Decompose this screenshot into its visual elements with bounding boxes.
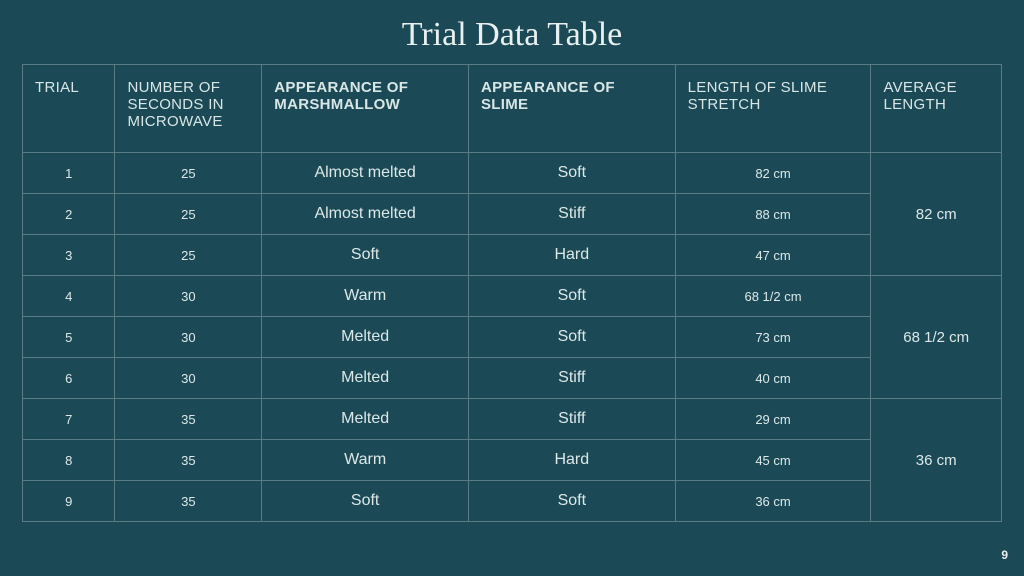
cell-average: 68 1/2 cm (871, 276, 1002, 399)
cell-length: 29 cm (675, 399, 871, 440)
cell-slime: Hard (468, 235, 675, 276)
table-container: TRIAL NUMBER OF SECONDS IN MICROWAVE APP… (0, 64, 1024, 522)
cell-trial: 2 (23, 194, 115, 235)
table-row: 630MeltedStiff40 cm (23, 358, 1002, 399)
cell-trial: 1 (23, 153, 115, 194)
cell-slime: Stiff (468, 194, 675, 235)
cell-length: 68 1/2 cm (675, 276, 871, 317)
cell-trial: 9 (23, 481, 115, 522)
cell-average: 82 cm (871, 153, 1002, 276)
cell-marshmallow: Almost melted (262, 194, 469, 235)
cell-seconds: 35 (115, 481, 262, 522)
cell-trial: 4 (23, 276, 115, 317)
cell-length: 36 cm (675, 481, 871, 522)
cell-marshmallow: Warm (262, 440, 469, 481)
cell-seconds: 35 (115, 440, 262, 481)
cell-slime: Soft (468, 153, 675, 194)
table-row: 935SoftSoft36 cm (23, 481, 1002, 522)
table-row: 735MeltedStiff29 cm36 cm (23, 399, 1002, 440)
cell-seconds: 30 (115, 317, 262, 358)
cell-trial: 6 (23, 358, 115, 399)
table-row: 530MeltedSoft73 cm (23, 317, 1002, 358)
cell-marshmallow: Soft (262, 481, 469, 522)
table-header-row: TRIAL NUMBER OF SECONDS IN MICROWAVE APP… (23, 65, 1002, 153)
cell-slime: Stiff (468, 358, 675, 399)
table-row: 325SoftHard47 cm (23, 235, 1002, 276)
cell-trial: 5 (23, 317, 115, 358)
cell-marshmallow: Melted (262, 317, 469, 358)
cell-length: 82 cm (675, 153, 871, 194)
col-slime: APPEARANCE OF SLIME (468, 65, 675, 153)
cell-seconds: 30 (115, 276, 262, 317)
col-length: LENGTH OF SLIME STRETCH (675, 65, 871, 153)
cell-marshmallow: Warm (262, 276, 469, 317)
cell-seconds: 25 (115, 235, 262, 276)
cell-marshmallow: Soft (262, 235, 469, 276)
table-row: 225Almost meltedStiff88 cm (23, 194, 1002, 235)
cell-trial: 8 (23, 440, 115, 481)
col-seconds: NUMBER OF SECONDS IN MICROWAVE (115, 65, 262, 153)
cell-seconds: 30 (115, 358, 262, 399)
page-number: 9 (1001, 548, 1008, 562)
cell-seconds: 25 (115, 153, 262, 194)
col-marshmallow: APPEARANCE OF MARSHMALLOW (262, 65, 469, 153)
cell-length: 88 cm (675, 194, 871, 235)
table-row: 835WarmHard45 cm (23, 440, 1002, 481)
cell-length: 47 cm (675, 235, 871, 276)
col-trial: TRIAL (23, 65, 115, 153)
cell-seconds: 35 (115, 399, 262, 440)
cell-slime: Soft (468, 276, 675, 317)
col-average: AVERAGE LENGTH (871, 65, 1002, 153)
cell-marshmallow: Melted (262, 358, 469, 399)
cell-length: 40 cm (675, 358, 871, 399)
cell-trial: 3 (23, 235, 115, 276)
page-title: Trial Data Table (0, 0, 1024, 64)
cell-length: 73 cm (675, 317, 871, 358)
data-table: TRIAL NUMBER OF SECONDS IN MICROWAVE APP… (22, 64, 1002, 522)
cell-slime: Hard (468, 440, 675, 481)
table-row: 125Almost meltedSoft82 cm82 cm (23, 153, 1002, 194)
cell-marshmallow: Melted (262, 399, 469, 440)
cell-length: 45 cm (675, 440, 871, 481)
cell-seconds: 25 (115, 194, 262, 235)
cell-average: 36 cm (871, 399, 1002, 522)
cell-slime: Soft (468, 481, 675, 522)
cell-slime: Soft (468, 317, 675, 358)
cell-trial: 7 (23, 399, 115, 440)
cell-marshmallow: Almost melted (262, 153, 469, 194)
cell-slime: Stiff (468, 399, 675, 440)
table-row: 430WarmSoft68 1/2 cm68 1/2 cm (23, 276, 1002, 317)
